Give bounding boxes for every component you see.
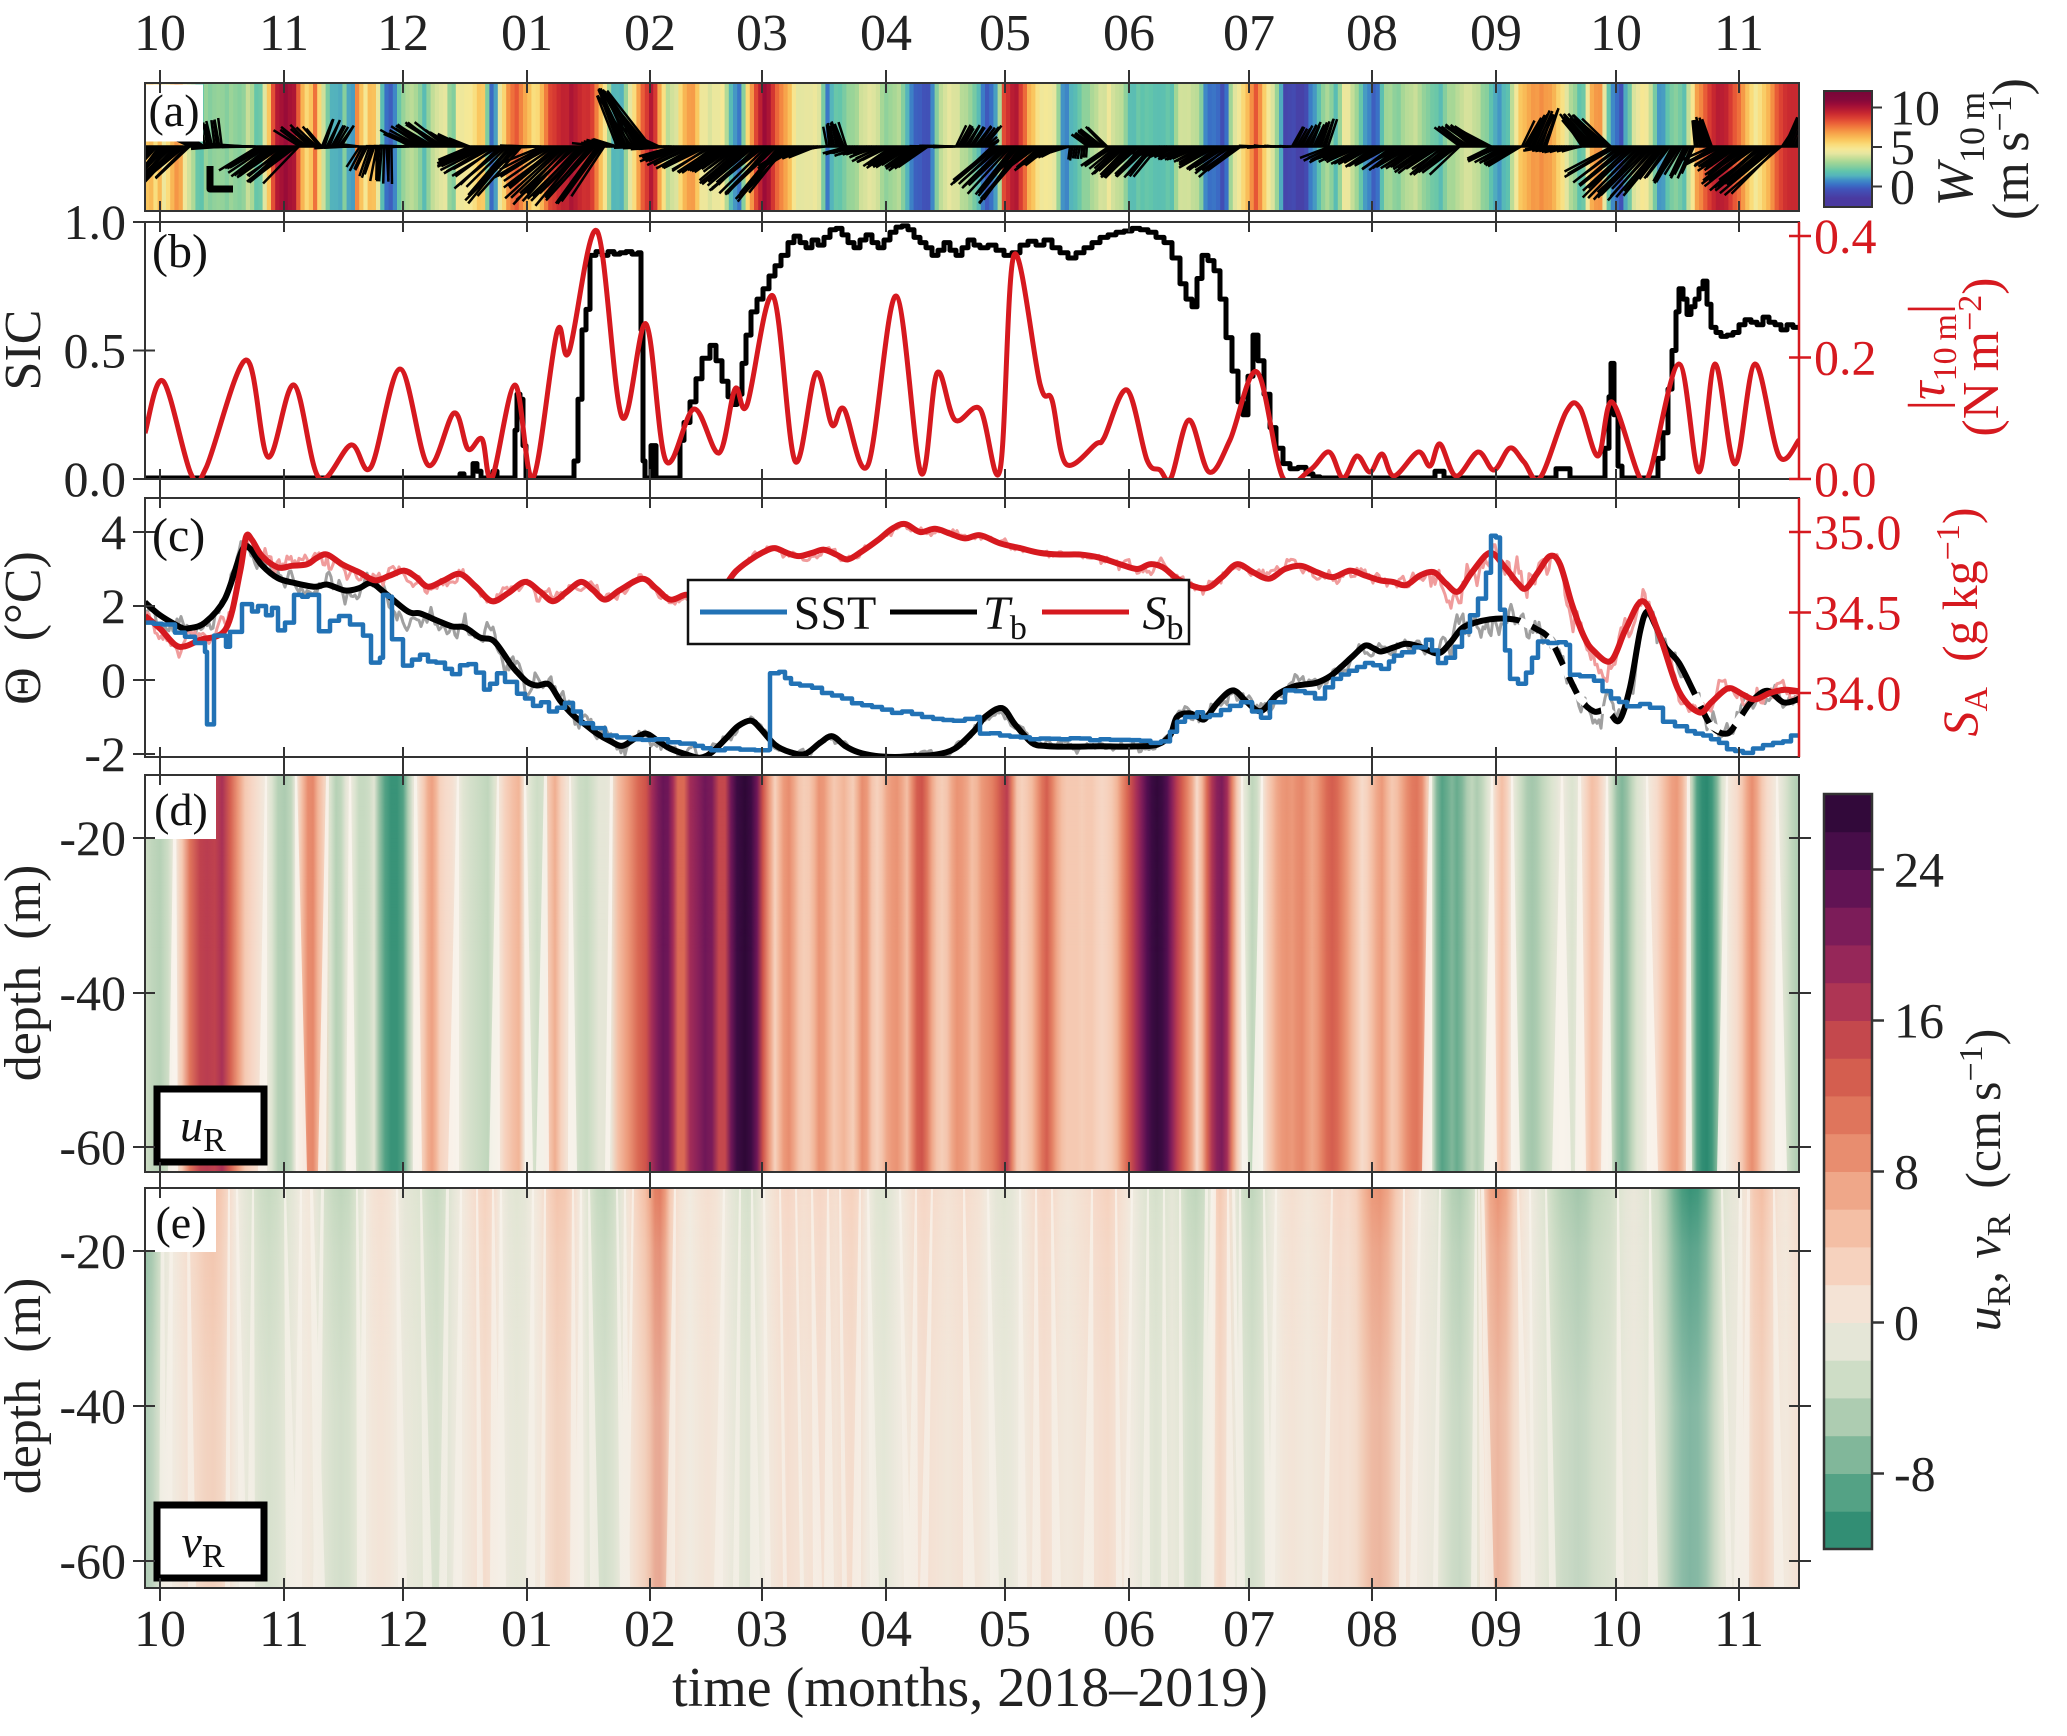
svg-text:SST: SST — [794, 587, 877, 640]
svg-text:8: 8 — [1894, 1144, 1919, 1200]
svg-text:(c): (c) — [152, 509, 205, 562]
svg-text:0.0: 0.0 — [1814, 451, 1877, 507]
svg-text:09: 09 — [1470, 5, 1522, 62]
svg-text:SIC: SIC — [0, 310, 52, 391]
svg-text:04: 04 — [860, 5, 912, 62]
svg-text:vR: vR — [181, 1516, 224, 1575]
svg-text:10: 10 — [134, 5, 186, 62]
svg-text:Sb: Sb — [1143, 587, 1184, 647]
svg-text:0: 0 — [101, 652, 126, 708]
svg-text:03: 03 — [736, 5, 788, 62]
svg-text:0: 0 — [1890, 159, 1915, 215]
svg-text:(m s−1): (m s−1) — [1982, 78, 2040, 220]
svg-text:02: 02 — [624, 5, 676, 62]
svg-text:uR, vR (cm s−1): uR, vR (cm s−1) — [1953, 1029, 2018, 1332]
svg-text:5: 5 — [1890, 119, 1915, 175]
svg-text:11: 11 — [1714, 1601, 1764, 1658]
svg-text:06: 06 — [1103, 1601, 1155, 1658]
svg-text:W10 m: W10 m — [1927, 92, 1992, 207]
svg-text:12: 12 — [377, 5, 429, 62]
svg-text:08: 08 — [1346, 5, 1398, 62]
svg-text:-60: -60 — [59, 1119, 126, 1175]
svg-text:depth (m): depth (m) — [0, 865, 52, 1082]
svg-text:4: 4 — [101, 504, 126, 560]
svg-text:05: 05 — [979, 5, 1031, 62]
svg-text:SA (g kg−1): SA (g kg−1) — [1930, 507, 1995, 736]
svg-text:1.0: 1.0 — [64, 194, 127, 250]
svg-text:0.4: 0.4 — [1814, 208, 1877, 264]
svg-text:2: 2 — [101, 578, 126, 634]
svg-text:(a): (a) — [148, 85, 199, 136]
svg-text:34.0: 34.0 — [1814, 665, 1902, 721]
svg-text:time (months, 2018–2019): time (months, 2018–2019) — [672, 1657, 1268, 1719]
svg-text:(d): (d) — [154, 784, 208, 835]
svg-text:|τ10 m|: |τ10 m| — [1899, 304, 1964, 411]
svg-text:(b): (b) — [152, 225, 208, 278]
svg-text:Tb: Tb — [983, 587, 1027, 647]
svg-text:0.5: 0.5 — [64, 323, 127, 379]
svg-text:uR: uR — [180, 1100, 226, 1159]
svg-text:-8: -8 — [1894, 1446, 1936, 1502]
svg-text:10: 10 — [1590, 5, 1642, 62]
svg-text:0.0: 0.0 — [64, 451, 127, 507]
svg-text:07: 07 — [1223, 1601, 1275, 1658]
svg-text:-60: -60 — [59, 1533, 126, 1589]
svg-text:-20: -20 — [59, 1223, 126, 1279]
svg-text:11: 11 — [259, 5, 309, 62]
svg-text:24: 24 — [1894, 842, 1944, 898]
svg-text:-40: -40 — [59, 965, 126, 1021]
svg-text:depth (m): depth (m) — [0, 1278, 52, 1495]
svg-text:05: 05 — [979, 1601, 1031, 1658]
svg-text:02: 02 — [624, 1601, 676, 1658]
svg-text:04: 04 — [860, 1601, 912, 1658]
svg-text:11: 11 — [259, 1601, 309, 1658]
svg-text:-40: -40 — [59, 1378, 126, 1434]
svg-text:01: 01 — [501, 1601, 553, 1658]
svg-text:-2: -2 — [84, 726, 126, 782]
svg-text:16: 16 — [1894, 993, 1944, 1049]
svg-text:08: 08 — [1346, 1601, 1398, 1658]
svg-text:03: 03 — [736, 1601, 788, 1658]
svg-text:07: 07 — [1223, 5, 1275, 62]
svg-text:06: 06 — [1103, 5, 1155, 62]
svg-text:35.0: 35.0 — [1814, 504, 1902, 560]
svg-text:01: 01 — [501, 5, 553, 62]
svg-text:10: 10 — [134, 1601, 186, 1658]
svg-text:12: 12 — [377, 1601, 429, 1658]
svg-text:0: 0 — [1894, 1295, 1919, 1351]
svg-text:09: 09 — [1470, 1601, 1522, 1658]
svg-text:Θ (°C): Θ (°C) — [0, 551, 52, 705]
svg-text:(e): (e) — [155, 1197, 206, 1248]
svg-text:0.2: 0.2 — [1814, 330, 1877, 386]
svg-text:-20: -20 — [59, 810, 126, 866]
svg-text:10: 10 — [1890, 80, 1940, 136]
svg-text:34.5: 34.5 — [1814, 585, 1902, 641]
svg-text:11: 11 — [1714, 5, 1764, 62]
svg-text:10: 10 — [1590, 1601, 1642, 1658]
